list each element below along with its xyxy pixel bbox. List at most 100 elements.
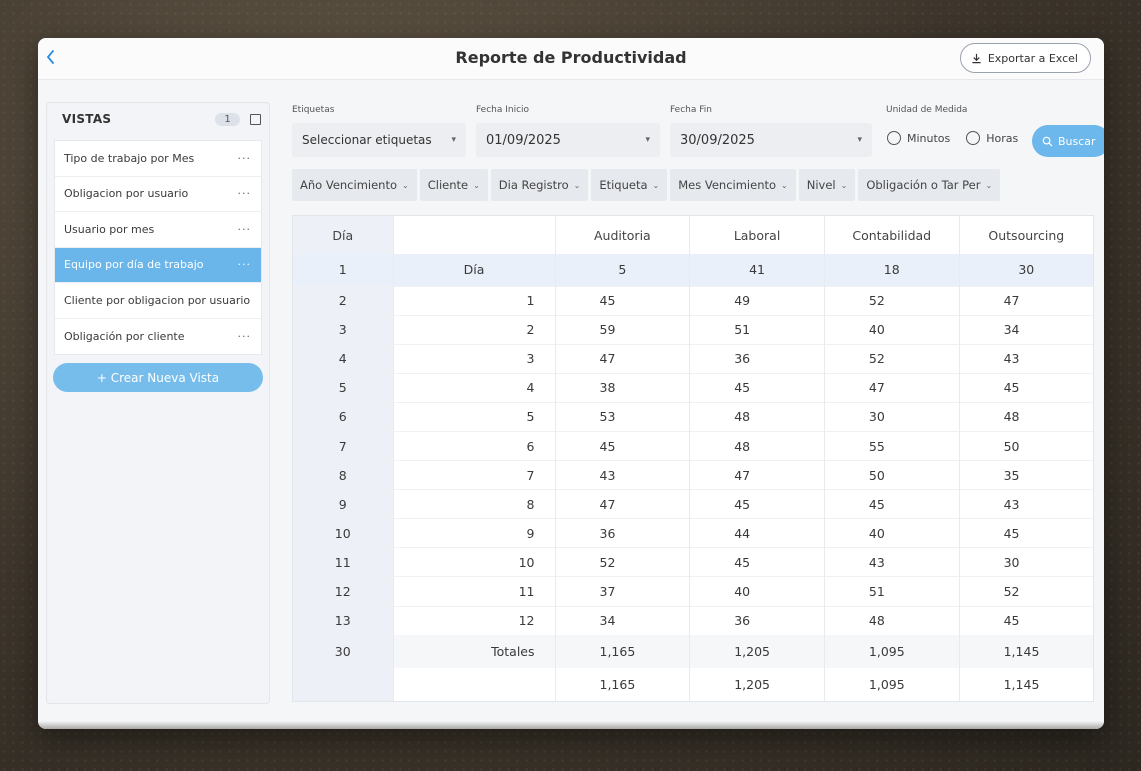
table-cell: 10 [293,518,393,548]
table-cell: 43 [554,460,690,490]
minutes-radio[interactable] [887,131,901,145]
table-cell: 48 [689,401,825,432]
column-header[interactable] [392,216,555,254]
table-cell: 10 [392,547,555,577]
window-bottom-edge [38,721,1104,729]
table-cell: 43 [958,489,1093,519]
table-cell [293,668,393,702]
filter-chip-label: Dia Registro [498,178,569,192]
filter-chip-label: Mes Vencimiento [678,178,777,192]
column-header[interactable]: Contabilidad [823,216,960,254]
table-cell: 47 [958,285,1093,316]
table-cell: 41 [689,254,825,286]
table-cell: 51 [823,576,960,607]
export-excel-button[interactable]: Exportar a Excel [959,43,1091,73]
table-cell: 40 [823,314,960,345]
table-cell: 1,205 [689,635,825,669]
table-cell: 36 [554,518,690,548]
table-cell: 55 [823,430,960,461]
more-options-icon[interactable]: ··· [237,151,251,165]
view-item[interactable]: Equipo por día de trabajo ··· [55,247,261,283]
table-cell: 2 [392,314,555,345]
end-date-label: Fecha Fin [670,105,712,115]
table-cell: 48 [958,401,1093,432]
filter-chip[interactable]: Cliente ⌄ [419,169,488,201]
chevron-down-icon: ⌄ [473,180,480,190]
column-header[interactable]: Día [293,216,393,254]
table-cell: 45 [823,489,960,519]
view-item-label: Obligacion por usuario [64,187,189,201]
table-header-row: Día Auditoria Laboral Contabilidad Outsourci… [293,216,1093,254]
start-date-label: Fecha Inicio [476,105,530,115]
more-options-icon[interactable]: ··· [237,258,251,272]
view-item[interactable]: Tipo de trabajo por Mes ··· [55,141,261,177]
start-date-select[interactable]: 01/09/2025 ▾ [476,123,660,157]
table-cell: 12 [293,576,393,607]
filter-chip[interactable]: Obligación o Tar Per ⌄ [858,169,1001,201]
table-cell: 4 [392,372,555,403]
totals-row: 30 Totales 1,165 1,205 1,095 1,145 [293,635,1093,669]
table-cell: 30 [823,401,960,432]
column-header[interactable]: Auditoria [554,216,690,254]
table-row: 8 7 43 47 50 35 [293,460,1093,490]
filter-chip[interactable]: Nivel ⌄ [798,169,856,201]
table-cell: 45 [554,285,690,316]
column-header[interactable]: Laboral [689,216,825,254]
table-cell: 13 [293,605,393,636]
table-row: 2 1 45 49 52 47 [293,285,1093,316]
view-item[interactable]: Usuario por mes ··· [55,212,261,248]
table-cell: 1 [293,254,393,286]
table-cell: 18 [823,254,960,286]
more-options-icon[interactable]: ··· [237,329,251,343]
table-cell: 4 [293,343,393,374]
column-header[interactable]: Outsourcing [958,216,1093,254]
table-cell: 9 [392,518,555,548]
view-item-label: Tipo de trabajo por Mes [64,151,195,165]
table-cell: 30 [293,635,393,669]
table-row: 12 11 37 40 51 52 [293,576,1093,607]
table-cell: 1,095 [823,668,960,702]
chevron-down-icon: ⌄ [402,180,409,190]
select-all-checkbox[interactable] [250,113,261,125]
table-cell: 50 [823,460,960,490]
view-item-label: Cliente por obligacion por usuario [64,293,251,307]
table-cell: 45 [689,547,825,577]
more-options-icon[interactable]: ··· [237,222,251,236]
export-label: Exportar a Excel [987,51,1078,65]
table-cell: 3 [392,343,555,374]
table-row: 13 12 34 36 48 45 [293,605,1093,636]
tags-select[interactable]: Seleccionar etiquetas ▾ [292,123,466,157]
filter-chip[interactable]: Mes Vencimiento ⌄ [670,169,796,201]
search-label: Buscar [1058,134,1096,148]
create-view-button[interactable]: + Crear Nueva Vista [53,363,263,392]
views-sidebar: VISTAS 1 Tipo de trabajo por Mes ··· Oblig… [46,102,270,704]
table-cell: 47 [823,372,960,403]
end-date-select[interactable]: 30/09/2025 ▾ [670,123,872,157]
more-options-icon[interactable]: ··· [237,187,251,201]
table-cell: 36 [689,605,825,636]
view-item[interactable]: Obligacion por usuario ··· [55,177,261,212]
table-cell: 47 [554,343,690,374]
filter-chip-label: Etiqueta [599,178,648,192]
back-button[interactable] [44,48,64,68]
unit-label: Unidad de Medida [886,105,968,115]
views-header: VISTAS 1 [47,103,269,135]
view-item[interactable]: Cliente por obligacion por usuario [55,283,261,319]
table-cell: 52 [554,547,690,577]
tags-select-value: Seleccionar etiquetas [302,133,432,147]
filter-chip[interactable]: Etiqueta ⌄ [591,169,668,201]
chevron-down-icon: ⌄ [840,180,848,190]
filter-chip[interactable]: Dia Registro ⌄ [490,169,589,201]
table-cell: 47 [554,489,690,519]
filter-chip[interactable]: Año Vencimiento ⌄ [292,169,417,201]
table-cell: 37 [554,576,690,607]
filter-chip-label: Obligación o Tar Per [866,178,981,192]
table-row: 6 5 53 48 30 48 [293,401,1093,432]
view-item-label: Obligación por cliente [64,329,185,343]
table-cell: 8 [392,489,555,519]
search-button[interactable]: Buscar [1032,125,1104,157]
filter-chip-label: Cliente [427,178,469,192]
view-item[interactable]: Obligación por cliente ··· [55,319,261,355]
table-cell: 40 [689,576,825,607]
hours-radio[interactable] [966,131,981,145]
